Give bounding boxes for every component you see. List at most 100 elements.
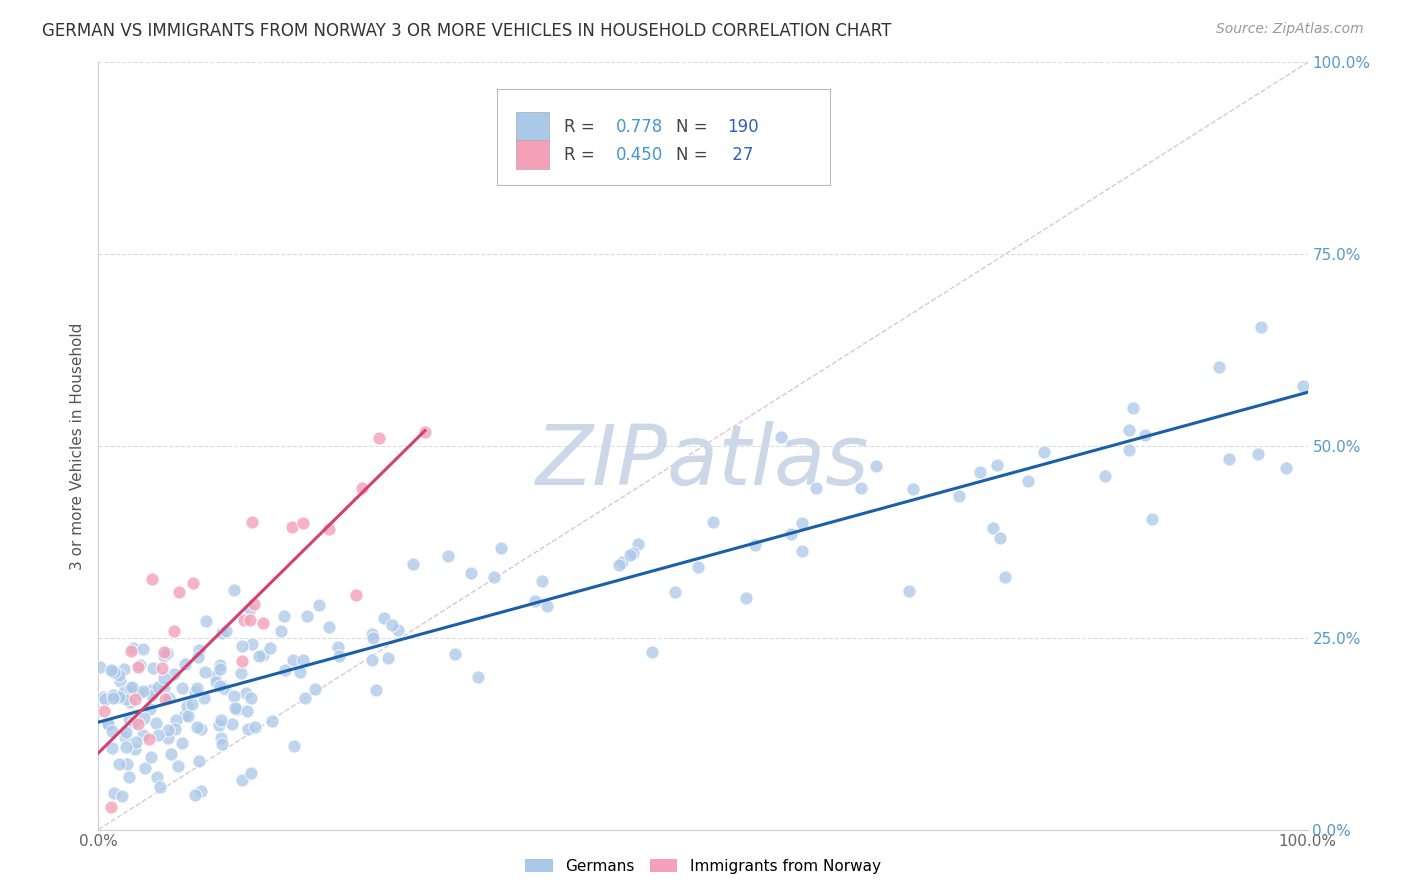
Point <box>460 566 482 581</box>
Point <box>112 685 135 699</box>
Point <box>93 704 115 718</box>
Point <box>240 515 263 529</box>
Point <box>1017 474 1039 488</box>
Point <box>240 766 263 780</box>
Point <box>969 465 991 479</box>
Point <box>270 624 292 639</box>
Point <box>239 691 262 706</box>
Point <box>122 640 145 655</box>
Point <box>163 667 186 681</box>
Point <box>236 704 259 718</box>
Point <box>100 799 122 814</box>
Point <box>103 785 125 799</box>
Point <box>103 691 125 706</box>
Point <box>120 681 142 695</box>
Point <box>948 489 970 503</box>
Point <box>619 548 641 562</box>
Point <box>769 430 792 444</box>
Point <box>188 643 211 657</box>
Point <box>686 559 709 574</box>
Point <box>165 722 187 736</box>
Point <box>607 558 630 573</box>
Point <box>211 626 233 640</box>
Point <box>101 688 124 702</box>
Point <box>194 614 217 628</box>
Point <box>981 521 1004 535</box>
Point <box>89 660 111 674</box>
Point <box>377 651 399 665</box>
Point <box>281 520 304 534</box>
Point <box>523 593 546 607</box>
Point <box>118 712 141 726</box>
Point <box>129 657 152 672</box>
Point <box>139 682 162 697</box>
Text: N =: N = <box>676 118 713 136</box>
Point <box>247 649 270 664</box>
Text: R =: R = <box>564 146 600 164</box>
Point <box>610 555 633 569</box>
Point <box>103 690 125 704</box>
Point <box>292 653 315 667</box>
Point <box>443 647 465 661</box>
Point <box>124 741 146 756</box>
Point <box>208 658 231 673</box>
Point <box>190 784 212 798</box>
Point <box>132 683 155 698</box>
Point <box>101 740 124 755</box>
Point <box>176 699 198 714</box>
Point <box>193 665 215 679</box>
Point <box>231 640 253 654</box>
Point <box>225 702 247 716</box>
Point <box>1118 442 1140 457</box>
Point <box>413 425 436 440</box>
Point <box>273 663 295 677</box>
Point <box>482 569 505 583</box>
Point <box>146 727 169 741</box>
Point <box>186 720 208 734</box>
Point <box>184 788 207 802</box>
Point <box>101 664 124 678</box>
Point <box>114 730 136 744</box>
Point <box>242 637 264 651</box>
Point <box>361 627 384 641</box>
Point <box>91 690 114 704</box>
Point <box>142 661 165 675</box>
Point <box>215 624 238 639</box>
Point <box>156 731 179 745</box>
Point <box>190 723 212 737</box>
Point <box>211 737 233 751</box>
Point <box>344 588 367 602</box>
Point <box>145 716 167 731</box>
Point <box>112 662 135 676</box>
Point <box>252 615 274 630</box>
Point <box>132 711 155 725</box>
Point <box>209 713 232 727</box>
Point <box>141 689 163 703</box>
Text: Source: ZipAtlas.com: Source: ZipAtlas.com <box>1216 22 1364 37</box>
Point <box>235 686 257 700</box>
Point <box>160 747 183 761</box>
Point <box>288 665 311 679</box>
Point <box>124 692 146 706</box>
Point <box>108 757 131 772</box>
Point <box>149 780 172 794</box>
Point <box>118 695 141 709</box>
Point <box>242 597 264 611</box>
Point <box>702 515 724 529</box>
Point <box>387 624 409 638</box>
Point <box>1250 320 1272 334</box>
Point <box>165 714 187 728</box>
Text: N =: N = <box>676 146 713 164</box>
Point <box>1218 452 1240 467</box>
Point <box>128 686 150 700</box>
Point <box>1208 359 1230 374</box>
Text: 27: 27 <box>727 146 754 164</box>
Point <box>373 610 395 624</box>
Point <box>804 481 827 495</box>
Point <box>208 679 231 693</box>
Point <box>131 728 153 742</box>
Point <box>664 585 686 599</box>
Point <box>363 631 385 645</box>
Point <box>205 675 228 690</box>
Point <box>139 750 162 764</box>
